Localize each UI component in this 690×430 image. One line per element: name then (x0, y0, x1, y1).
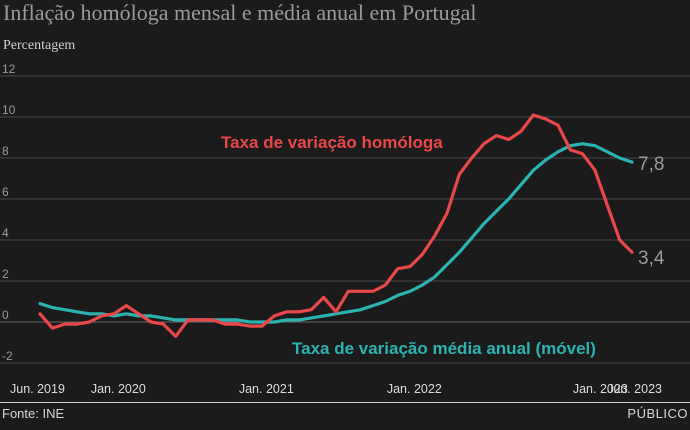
y-tick-label: 8 (2, 144, 9, 158)
x-tick-label: Jun. 2019 (10, 382, 65, 396)
publisher-logo: PÚBLICO (627, 406, 688, 421)
y-tick-label: 0 (2, 308, 9, 322)
y-tick-label: 10 (2, 103, 16, 117)
end-label-media: 7,8 (638, 154, 664, 175)
y-tick-label: 2 (2, 267, 9, 281)
x-tick-labels: Jun. 2019 Jan. 2020 Jan. 2021 Jan. 2022 Jan.… (10, 382, 662, 396)
source-note: Fonte: INE (2, 406, 65, 421)
y-tick-label: 4 (2, 226, 9, 240)
y-axis-label: Percentagem (3, 38, 76, 53)
y-tick-label: -2 (2, 349, 13, 363)
gridlines (0, 75, 690, 364)
series-line-homologa (38, 113, 634, 338)
end-label-homologa: 3,4 (638, 248, 665, 269)
x-tick-label: Jun. 2023 (607, 382, 662, 396)
x-tick-label: Jan. 2022 (387, 382, 442, 396)
chart-title: Inflação homóloga mensal e média anual e… (3, 0, 477, 25)
series-label-media: Taxa de variação média anual (móvel) (292, 339, 596, 358)
series-line-media (38, 142, 634, 324)
y-tick-label: 12 (2, 62, 16, 76)
series-label-homologa: Taxa de variação homóloga (221, 133, 443, 152)
x-tick-label: Jan. 2021 (239, 382, 294, 396)
y-tick-label: 6 (2, 185, 9, 199)
series-lines (38, 113, 634, 338)
footer-divider (0, 402, 690, 403)
x-tick-label: Jan. 2023 (573, 382, 628, 396)
y-tick-labels: 12 10 8 6 4 2 0 -2 (2, 62, 16, 363)
x-tick-label: Jan. 2020 (91, 382, 146, 396)
